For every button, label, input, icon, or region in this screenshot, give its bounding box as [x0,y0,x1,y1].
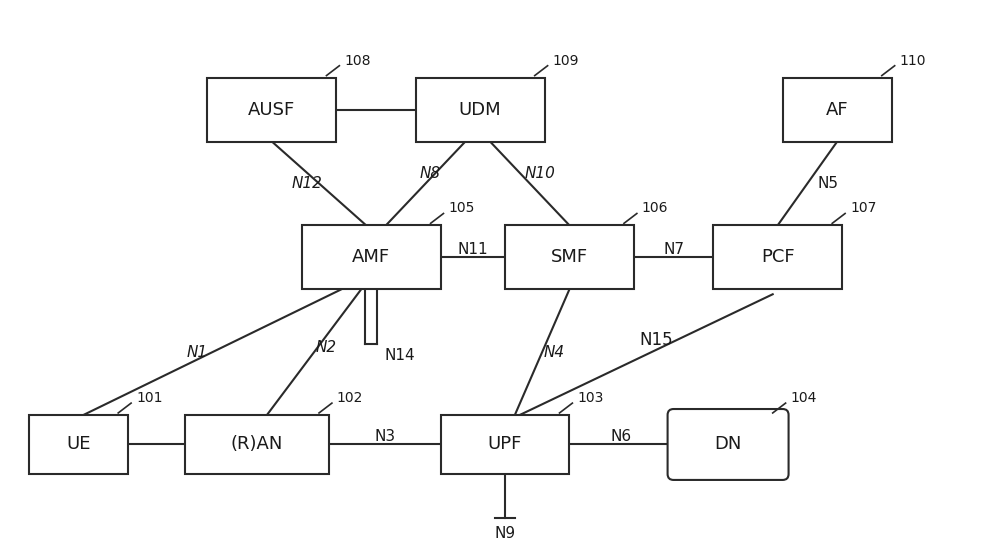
Text: 110: 110 [900,53,926,68]
Text: N11: N11 [457,242,488,257]
Text: UDM: UDM [459,101,501,119]
Text: N1: N1 [187,345,208,360]
Text: N8: N8 [420,166,441,181]
Text: DN: DN [714,436,742,453]
Text: 102: 102 [337,391,363,405]
Text: 103: 103 [577,391,604,405]
Text: N15: N15 [639,331,673,349]
Bar [207,77,336,141]
Text: N3: N3 [374,429,395,444]
Bar [416,77,545,141]
Text: N4: N4 [543,345,565,360]
Bar [505,226,634,289]
Bar [185,415,329,474]
Text: 101: 101 [136,391,163,405]
Text: 106: 106 [642,202,668,216]
Bar [783,77,892,141]
Text: AMF: AMF [352,248,390,266]
Text: N5: N5 [817,176,838,191]
Text: UE: UE [66,436,91,453]
Text: 107: 107 [850,202,876,216]
Text: (R)AN: (R)AN [231,436,283,453]
Text: AF: AF [826,101,848,119]
Text: UPF: UPF [488,436,522,453]
Text: 109: 109 [553,53,579,68]
Bar [302,226,441,289]
Text: N10: N10 [524,166,555,181]
Text: N2: N2 [315,340,337,355]
Bar [29,415,128,474]
Text: N12: N12 [291,176,322,191]
Text: N9: N9 [494,526,516,541]
Text: SMF: SMF [551,248,588,266]
Text: 108: 108 [344,53,371,68]
Bar [441,415,569,474]
Text: N6: N6 [611,429,632,444]
Text: 105: 105 [448,202,475,216]
Text: PCF: PCF [761,248,794,266]
Bar [713,226,842,289]
Text: N14: N14 [385,349,416,363]
Text: AUSF: AUSF [248,101,296,119]
Text: 104: 104 [791,391,817,405]
Text: N7: N7 [663,242,684,257]
FancyBboxPatch shape [668,409,789,480]
